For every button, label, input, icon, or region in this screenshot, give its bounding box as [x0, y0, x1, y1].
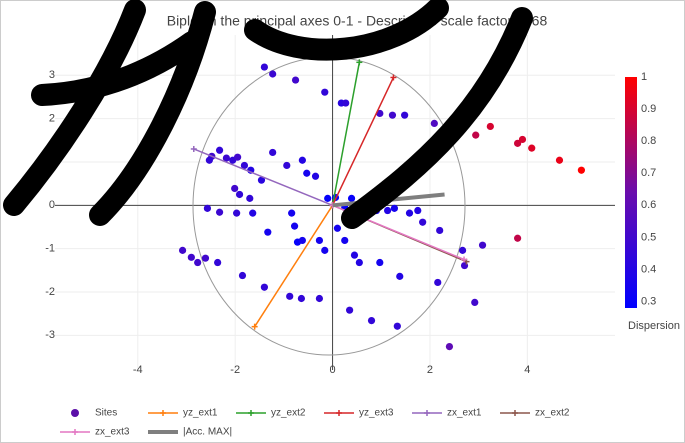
site-point — [459, 247, 466, 254]
chart: -4-2024-3-2-10123 Biplot in the principa… — [0, 0, 685, 443]
colorbar-tick-label: 0.8 — [641, 135, 656, 147]
site-point — [286, 293, 293, 300]
site-point — [384, 207, 391, 214]
site-point — [324, 195, 331, 202]
x-tick-label: 4 — [524, 364, 530, 376]
site-point — [342, 99, 349, 106]
site-point — [321, 89, 328, 96]
site-point — [269, 70, 276, 77]
site-point — [431, 120, 438, 127]
site-point — [283, 162, 290, 169]
site-point — [216, 209, 223, 216]
site-point — [528, 145, 535, 152]
site-point — [436, 227, 443, 234]
site-point — [292, 76, 299, 83]
site-point — [334, 225, 341, 232]
site-point — [298, 295, 305, 302]
site-point — [316, 295, 323, 302]
site-point — [233, 210, 240, 217]
legend-label: zx_ext2 — [535, 408, 570, 419]
y-tick-label: -3 — [45, 329, 55, 341]
legend-symbol — [71, 409, 79, 417]
site-point — [236, 191, 243, 198]
colorbar-bar — [625, 77, 637, 308]
site-point — [346, 307, 353, 314]
legend-label: yz_ext2 — [271, 408, 306, 419]
site-point — [487, 123, 494, 130]
site-point — [206, 157, 213, 164]
site-point — [234, 154, 241, 161]
chart-title: Biplot in the principal axes 0-1 - Descr… — [167, 13, 548, 29]
legend-label: Sites — [95, 408, 117, 419]
legend-label: yz_ext1 — [183, 408, 218, 419]
site-point — [264, 229, 271, 236]
site-point — [396, 273, 403, 280]
x-tick-label: -4 — [133, 364, 143, 376]
x-tick-label: -2 — [230, 364, 240, 376]
site-point — [414, 207, 421, 214]
site-point — [391, 205, 398, 212]
site-point — [204, 205, 211, 212]
site-point — [376, 259, 383, 266]
site-point — [216, 147, 223, 154]
site-point — [194, 259, 201, 266]
legend-label: zx_ext1 — [447, 408, 482, 419]
site-point — [419, 219, 426, 226]
colorbar-tick-label: 0.3 — [641, 295, 656, 307]
site-point — [351, 252, 358, 259]
site-point — [519, 136, 526, 143]
colorbar-title: Dispersion — [628, 320, 680, 332]
site-point — [231, 185, 238, 192]
site-point — [514, 235, 521, 242]
site-point — [291, 223, 298, 230]
y-tick-label: -2 — [45, 286, 55, 298]
site-point — [312, 173, 319, 180]
site-point — [288, 210, 295, 217]
colorbar-tick-label: 0.5 — [641, 231, 656, 243]
y-tick-label: -1 — [45, 243, 55, 255]
y-tick-label: 3 — [49, 69, 55, 81]
colorbar-tick-label: 0.7 — [641, 167, 656, 179]
site-point — [321, 247, 328, 254]
site-point — [246, 195, 253, 202]
colorbar-tick-label: 0.9 — [641, 103, 656, 115]
colorbar-tick-label: 0.6 — [641, 199, 656, 211]
legend-label: zx_ext3 — [95, 427, 130, 438]
site-point — [401, 112, 408, 119]
site-point — [261, 284, 268, 291]
site-point — [299, 157, 306, 164]
site-point — [214, 259, 221, 266]
site-point — [472, 132, 479, 139]
legend-label: |Acc. MAX| — [183, 427, 232, 438]
site-point — [348, 195, 355, 202]
site-point — [299, 237, 306, 244]
site-point — [179, 247, 186, 254]
site-point — [394, 323, 401, 330]
site-point — [188, 254, 195, 261]
site-point — [406, 210, 413, 217]
site-point — [269, 149, 276, 156]
site-point — [471, 299, 478, 306]
site-point — [556, 157, 563, 164]
colorbar-tick-label: 0.4 — [641, 263, 656, 275]
site-point — [434, 279, 441, 286]
x-tick-label: 2 — [427, 364, 433, 376]
site-point — [239, 272, 246, 279]
y-tick-label: 0 — [49, 199, 55, 211]
site-point — [249, 210, 256, 217]
colorbar-tick-label: 1 — [641, 71, 647, 83]
site-point — [202, 255, 209, 262]
site-point — [356, 259, 363, 266]
y-tick-label: 2 — [49, 113, 55, 125]
site-point — [368, 317, 375, 324]
site-point — [389, 112, 396, 119]
site-point — [261, 63, 268, 70]
site-point — [578, 167, 585, 174]
legend-label: yz_ext3 — [359, 408, 394, 419]
site-point — [316, 237, 323, 244]
site-point — [479, 242, 486, 249]
site-point — [341, 237, 348, 244]
site-point — [303, 170, 310, 177]
site-point — [446, 343, 453, 350]
